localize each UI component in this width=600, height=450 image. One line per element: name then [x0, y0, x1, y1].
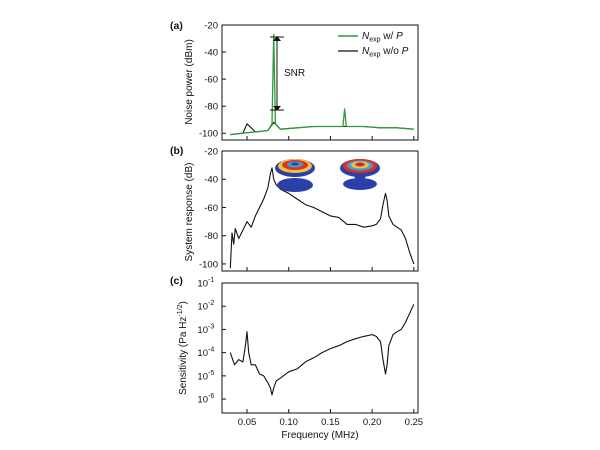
panel-c: (c) 10-110-210-310-410-510-6 0.05 0.10 0.1…: [170, 275, 423, 441]
inset-1-center: [291, 162, 299, 166]
panel-b-y-ticks: -20 -40 -60 -80 -100: [199, 147, 226, 270]
mode-shape-inset-1: [275, 159, 315, 192]
y-tick-label: -20: [204, 147, 218, 158]
y-tick-exponent: -1: [208, 277, 214, 284]
y-tick-label: 10: [197, 395, 208, 406]
panel-a-series: [230, 33, 414, 136]
panel-a-y-ticks: -20 -40 -60 -80 -100: [199, 21, 226, 140]
y-tick-exponent: -3: [208, 323, 214, 330]
snr-arrow-head-up: [273, 36, 281, 41]
x-tick-label: 0.15: [321, 417, 340, 428]
series-line-without-P: [230, 121, 414, 136]
y-tick-label: 10: [197, 325, 208, 336]
panel-c-series: [229, 304, 415, 396]
panel-a: (a) -20 -40 -60 -80 -100 Noise power (dBm) S…: [170, 20, 419, 141]
y-tick-label: 10: [197, 302, 208, 313]
panel-a-frame: [221, 24, 419, 141]
x-tick-label: 0.25: [405, 417, 424, 428]
legend: Nexp w/ P Nexp w/o P: [338, 31, 409, 59]
y-tick-label: -60: [204, 75, 218, 86]
snr-annotation: SNR: [270, 36, 305, 111]
y-tick-exponent: -2: [208, 300, 214, 307]
y-tick-label: -60: [204, 203, 218, 214]
panel-c-ylabel: Sensitivity (Pa Hz-1/2): [177, 301, 189, 395]
panel-b-ylabel: System response (dB): [184, 163, 195, 262]
panel-b-x-ticks: [246, 267, 415, 271]
mode-shape-inset-2: [340, 159, 380, 190]
legend-label-with-p: Nexp w/ P: [362, 31, 403, 44]
snr-arrow-head-down: [273, 106, 281, 111]
y-tick-label: -100: [199, 129, 218, 140]
panel-c-frame: [221, 282, 419, 414]
panel-a-x-ticks: [246, 136, 415, 140]
series-line-system-response: [229, 167, 415, 269]
panel-c-x-ticks: 0.05 0.10 0.15 0.20 0.25: [238, 409, 423, 428]
y-tick-exponent: -6: [208, 393, 214, 400]
panel-c-y-ticks: 10-110-210-310-410-510-6: [197, 277, 226, 406]
inset-1-base: [277, 178, 313, 192]
series-line-sensitivity: [229, 304, 415, 396]
panel-b-series: [229, 167, 415, 269]
inset-2-stem: [354, 176, 366, 184]
y-tick-label: -80: [204, 231, 218, 242]
y-tick-label: -80: [204, 102, 218, 113]
panel-c-label: (c): [170, 275, 183, 287]
y-tick-label: -100: [199, 259, 218, 270]
x-tick-label: 0.10: [279, 417, 298, 428]
panel-a-label: (a): [170, 20, 183, 32]
y-tick-label: 10: [197, 371, 208, 382]
panel-b-frame: [221, 150, 419, 272]
x-axis-label: Frequency (MHz): [281, 430, 358, 441]
y-tick-exponent: -5: [208, 370, 214, 377]
legend-label-without-p: Nexp w/o P: [362, 46, 409, 59]
snr-label: SNR: [284, 68, 305, 79]
x-tick-label: 0.05: [238, 417, 257, 428]
y-tick-exponent: -4: [208, 347, 214, 354]
y-tick-label: -20: [204, 21, 218, 32]
y-tick-label: -40: [204, 48, 218, 59]
panel-b-label: (b): [170, 145, 183, 157]
y-tick-label: -40: [204, 175, 218, 186]
series-line-with-P: [230, 33, 414, 136]
x-tick-label: 0.20: [363, 417, 382, 428]
panel-b: (b) -20 -40 -60 -80 -100 System response (dB…: [170, 145, 419, 272]
y-tick-label: 10: [197, 279, 208, 290]
panel-a-ylabel: Noise power (dBm): [184, 39, 195, 125]
y-tick-label: 10: [197, 348, 208, 359]
inset-2-center: [358, 163, 362, 165]
